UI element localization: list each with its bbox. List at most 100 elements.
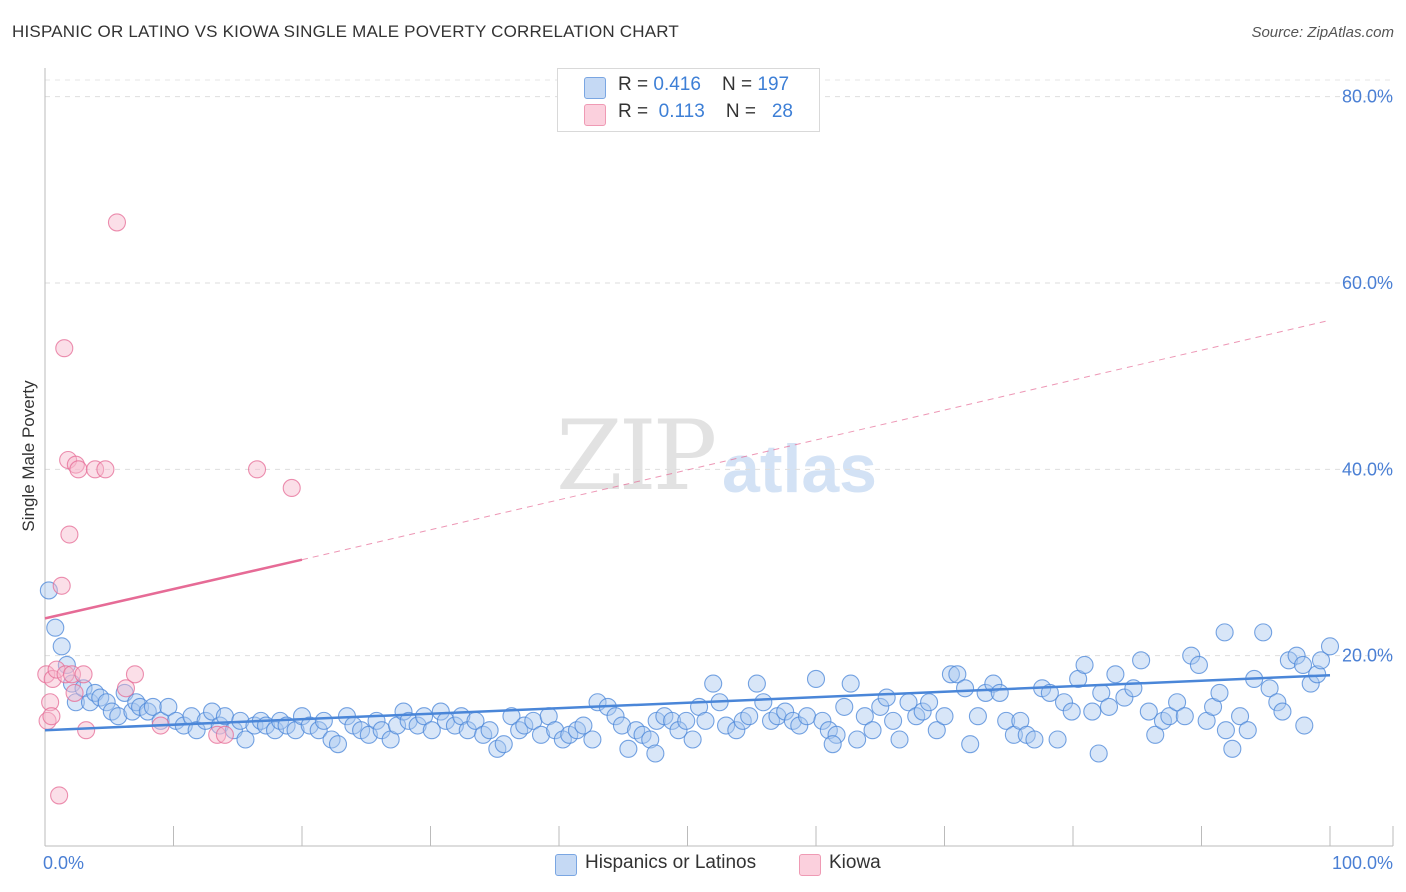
hispanic-point	[677, 711, 696, 730]
hispanic-point	[1062, 702, 1081, 721]
hispanic-point	[515, 716, 534, 735]
x-tick-label: 100.0%	[1332, 853, 1393, 873]
kiowa-trend-line-extended	[301, 319, 1331, 561]
kiowa-point	[60, 525, 79, 544]
hispanic-point	[109, 707, 128, 726]
hispanic-point	[877, 688, 896, 707]
hispanic-point	[1025, 730, 1044, 749]
legend-n-label: N =	[722, 74, 758, 95]
kiowa-point	[96, 460, 115, 479]
correlation-legend: R = 0.416 N = 197 R = 0.113 N = 28	[557, 68, 820, 132]
hispanic-point	[1189, 655, 1208, 675]
hispanic-point	[1048, 730, 1067, 749]
hispanic-point	[968, 707, 987, 726]
hispanic-point	[948, 665, 967, 684]
hispanic-point	[1168, 693, 1187, 712]
hispanic-point	[328, 735, 348, 754]
y-tick-label: 80.0%	[1342, 87, 1393, 107]
hispanic-point	[1099, 697, 1119, 716]
chart-title: HISPANIC OR LATINO VS KIOWA SINGLE MALE …	[12, 22, 680, 41]
hispanic-point	[1106, 665, 1125, 684]
hispanic-point	[143, 697, 162, 716]
kiowa-point	[55, 339, 74, 358]
hispanic-point	[1295, 716, 1314, 735]
hispanic-point	[46, 618, 65, 637]
hispanic-point	[907, 707, 926, 726]
kiowa-point	[66, 455, 85, 474]
hispanic-point	[1216, 721, 1235, 740]
hispanic-point	[704, 674, 723, 693]
hispanic-point	[531, 725, 551, 744]
hispanic-point	[997, 711, 1016, 730]
hispanic-point	[474, 725, 493, 744]
hispanic-point	[431, 702, 450, 721]
hispanic-point	[956, 679, 975, 698]
hispanic-point	[422, 721, 441, 740]
hispanic-point	[935, 707, 954, 726]
hispanic-point	[855, 707, 874, 726]
kiowa-point	[125, 665, 144, 684]
hispanic-point	[1075, 655, 1094, 675]
hispanic-point	[309, 721, 328, 740]
hispanic-point	[1254, 623, 1273, 642]
bottom-legend-swatch-hispanic	[555, 854, 577, 876]
kiowa-point	[52, 576, 71, 595]
x-tick-label: 0.0%	[43, 853, 84, 873]
legend-n-value: 197	[757, 74, 790, 95]
hispanic-point	[612, 716, 632, 735]
hispanic-point	[1182, 646, 1201, 665]
hispanic-point	[52, 637, 71, 656]
y-axis-title: Single Male Poverty	[19, 380, 38, 532]
hispanic-point	[1223, 739, 1242, 758]
hispanic-point	[1311, 651, 1331, 670]
hispanic-point	[480, 721, 499, 740]
hispanic-point	[553, 730, 572, 749]
hispanic-point	[1238, 721, 1257, 740]
hispanic-point	[841, 674, 860, 693]
hispanic-point	[606, 707, 625, 726]
hispanic-point	[863, 721, 882, 740]
hispanic-point	[790, 716, 809, 735]
hispanic-point	[300, 716, 319, 735]
kiowa-point	[65, 683, 84, 702]
hispanic-point	[733, 711, 752, 730]
hispanic-point	[990, 683, 1009, 702]
hispanic-point	[1215, 623, 1234, 642]
legend-r-value: 0.113	[658, 101, 705, 122]
hispanic-point	[835, 697, 854, 716]
hispanic-point	[783, 711, 802, 730]
hispanic-point	[716, 716, 736, 735]
hispanic-point	[848, 730, 867, 749]
hispanic-point	[546, 721, 565, 740]
hispanic-point	[797, 707, 817, 726]
y-tick-label: 20.0%	[1342, 646, 1393, 666]
kiowa-point	[208, 725, 227, 744]
legend-swatch-hispanic	[584, 77, 606, 99]
kiowa-point	[50, 786, 69, 805]
hispanic-point	[488, 739, 507, 758]
hispanic-point	[66, 693, 85, 712]
hispanic-point	[727, 721, 746, 740]
hispanic-point	[740, 707, 759, 726]
hispanic-point	[1160, 707, 1179, 726]
hispanic-point	[776, 702, 795, 721]
hispanic-point	[627, 721, 646, 740]
hispanic-point	[619, 739, 638, 758]
hispanic-point	[1287, 646, 1306, 665]
kiowa-point	[74, 665, 93, 684]
hispanic-point	[754, 693, 773, 712]
hispanic-point	[314, 711, 333, 730]
bottom-legend-swatch-kiowa	[799, 854, 821, 876]
hispanic-point	[265, 721, 285, 740]
hispanic-point	[1210, 683, 1229, 702]
hispanic-point	[663, 711, 682, 730]
hispanic-point	[806, 669, 826, 689]
hispanic-point	[567, 721, 587, 740]
source-label: Source: ZipAtlas.com	[1251, 24, 1394, 41]
hispanic-point	[646, 744, 665, 763]
hispanic-point	[1231, 707, 1250, 726]
hispanic-point	[1320, 637, 1340, 656]
kiowa-trend-line	[44, 558, 303, 620]
legend-swatch-kiowa	[584, 104, 606, 126]
